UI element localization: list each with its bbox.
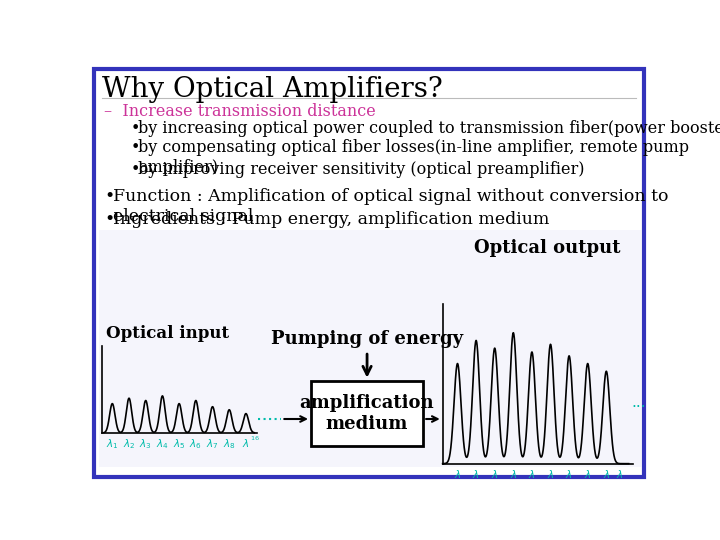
Text: Optical output: Optical output (474, 239, 621, 257)
Text: $\lambda_5$: $\lambda_5$ (173, 437, 185, 450)
Text: $\lambda$: $\lambda$ (454, 468, 462, 480)
Bar (311, 381, 423, 446)
Text: $\lambda_8$: $\lambda_8$ (223, 437, 235, 450)
Text: $\lambda$: $\lambda$ (491, 468, 498, 480)
Text: ...: ... (631, 395, 646, 409)
Text: •: • (104, 188, 114, 205)
Text: $\lambda$: $\lambda$ (616, 468, 623, 480)
Text: $\lambda$: $\lambda$ (584, 468, 591, 480)
Text: $\lambda$: $\lambda$ (528, 468, 536, 480)
Text: $\lambda_1$: $\lambda_1$ (106, 437, 119, 450)
Text: $\lambda$: $\lambda$ (242, 437, 250, 449)
Text: $\lambda_3$: $\lambda_3$ (140, 437, 152, 450)
Bar (99, 230, 642, 467)
Text: •: • (130, 161, 140, 178)
Text: Optical input: Optical input (107, 325, 230, 342)
Text: •: • (104, 211, 114, 228)
Text: by improving receiver sensitivity (optical preamplifier): by improving receiver sensitivity (optic… (138, 161, 585, 178)
Text: $\lambda_4$: $\lambda_4$ (156, 437, 168, 450)
Text: $\lambda$: $\lambda$ (546, 468, 554, 480)
Text: $\lambda$: $\lambda$ (510, 468, 517, 480)
Text: Function : Amplification of optical signal without conversion to
electrical sign: Function : Amplification of optical sign… (113, 188, 669, 225)
Text: $\lambda$: $\lambda$ (603, 468, 610, 480)
Text: •: • (130, 139, 140, 157)
Text: Ingredients : Pump energy, amplification medium: Ingredients : Pump energy, amplification… (113, 211, 549, 228)
Text: $\lambda$: $\lambda$ (472, 468, 480, 480)
Text: $\lambda_2$: $\lambda_2$ (123, 437, 135, 450)
Text: Pumping of energy: Pumping of energy (271, 330, 463, 348)
Text: $_{16}$: $_{16}$ (250, 434, 260, 443)
Text: $\lambda_7$: $\lambda_7$ (206, 437, 219, 450)
Text: $\lambda$: $\lambda$ (565, 468, 573, 480)
Text: amplification
medium: amplification medium (300, 394, 434, 433)
Text: –  Increase transmission distance: – Increase transmission distance (104, 103, 376, 120)
Text: by increasing optical power coupled to transmission fiber(power booster): by increasing optical power coupled to t… (138, 120, 720, 137)
Text: $\lambda_6$: $\lambda_6$ (189, 437, 202, 450)
Text: by compensating optical fiber losses(in-line amplifier, remote pump
amplifier): by compensating optical fiber losses(in-… (138, 139, 689, 176)
Text: •: • (130, 120, 140, 137)
Text: Why Optical Amplifiers?: Why Optical Amplifiers? (102, 76, 442, 103)
